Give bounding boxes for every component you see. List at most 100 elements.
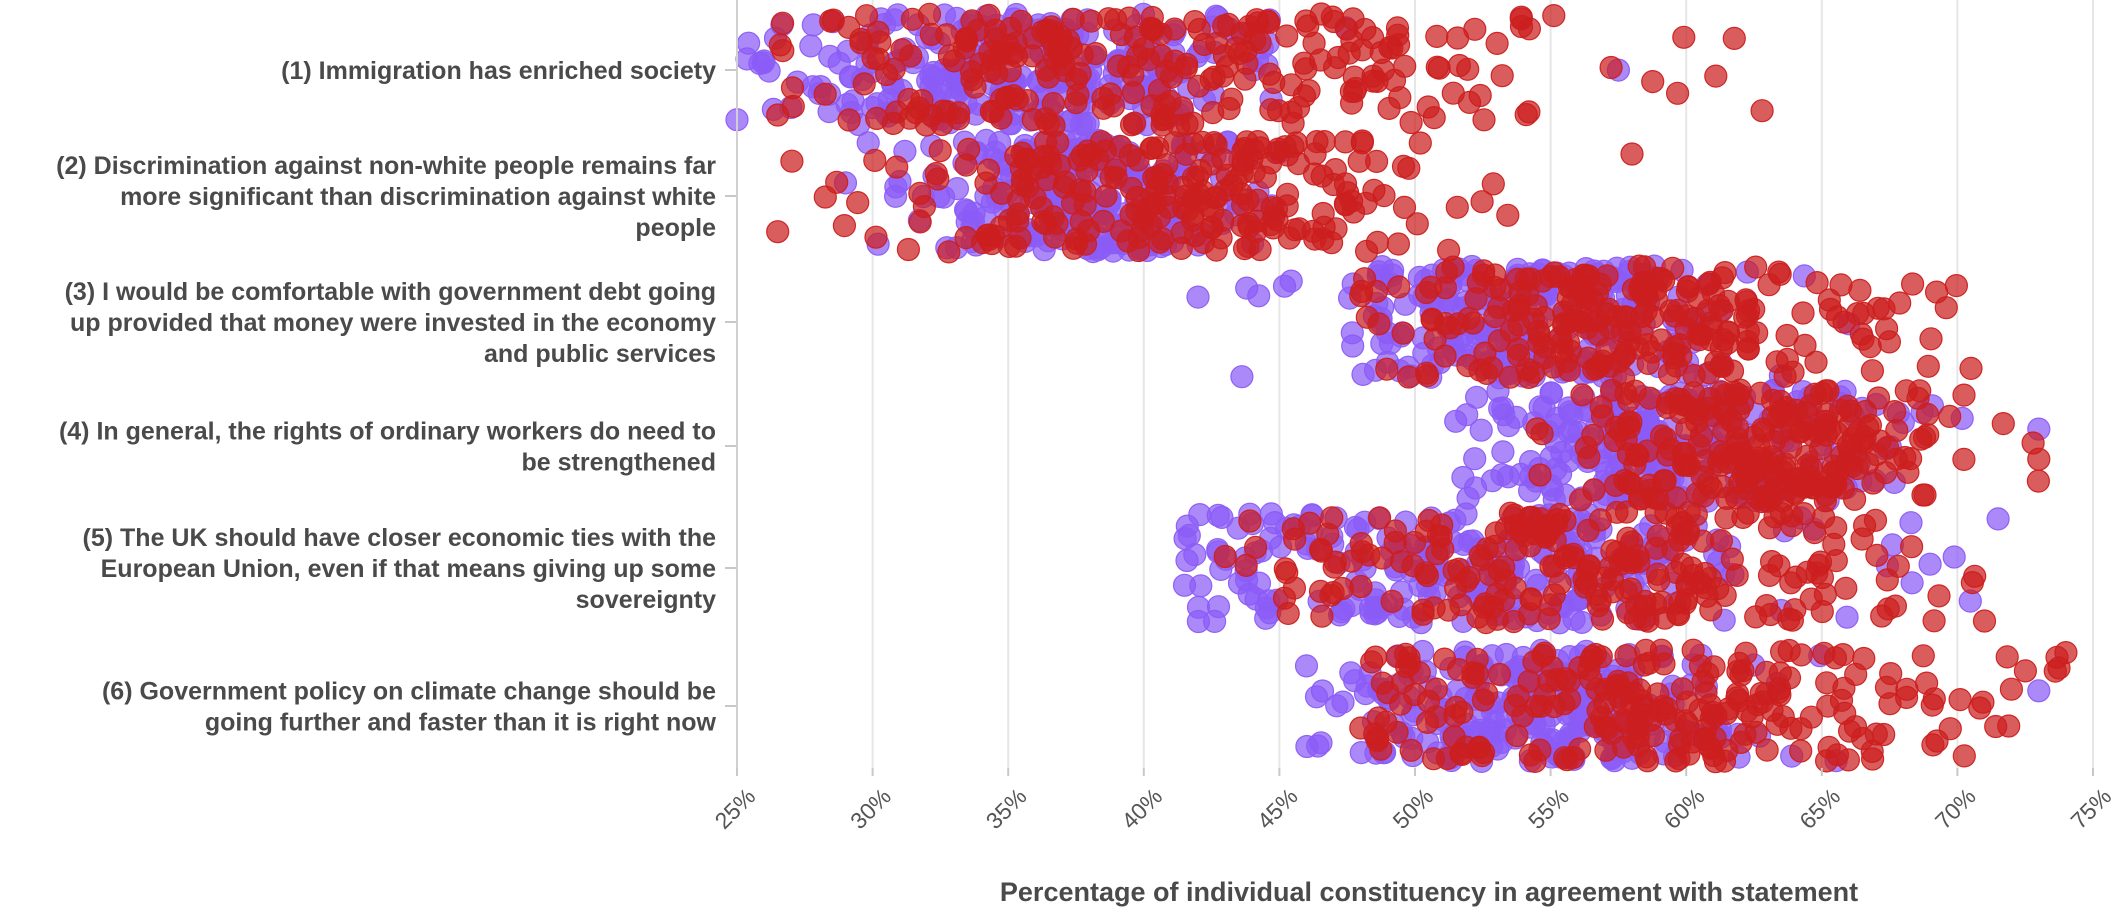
data-point: [1872, 297, 1896, 321]
x-tick-label: 35%: [981, 783, 1032, 834]
data-point: [1672, 25, 1696, 49]
data-point: [1791, 301, 1815, 325]
data-point: [1813, 582, 1838, 606]
data-point: [1175, 198, 1200, 222]
data-point: [1457, 90, 1482, 115]
data-point: [1852, 646, 1876, 671]
data-point: [1557, 358, 1581, 382]
data-point: [1570, 610, 1594, 635]
data-point: [1061, 7, 1085, 31]
data-point: [770, 11, 795, 35]
data-point: [1710, 380, 1734, 404]
data-point: [1483, 275, 1507, 299]
data-point: [1367, 312, 1391, 336]
data-point: [1445, 195, 1469, 219]
data-point: [1894, 685, 1919, 710]
data-point: [1649, 328, 1674, 352]
data-point: [1392, 195, 1417, 219]
data-point: [1620, 142, 1644, 166]
data-point: [1396, 365, 1421, 389]
data-point: [981, 100, 1005, 124]
data-point: [1636, 609, 1660, 633]
data-point: [1264, 197, 1289, 221]
data-point: [1761, 460, 1785, 484]
data-point: [1003, 234, 1028, 258]
data-point: [832, 214, 857, 238]
data-point: [1461, 311, 1485, 335]
data-point: [1779, 435, 1803, 459]
data-point: [1757, 516, 1782, 540]
data-point: [1292, 51, 1316, 75]
data-point: [1009, 9, 1033, 33]
data-point: [1952, 744, 1976, 768]
data-point: [883, 184, 908, 208]
data-point: [1545, 667, 1569, 692]
data-point: [1991, 412, 2015, 436]
data-point: [1420, 308, 1445, 332]
data-point: [1490, 64, 1514, 88]
data-point: [1706, 576, 1730, 601]
data-point: [1163, 49, 1187, 73]
data-point: [1599, 55, 1623, 80]
x-tick-label: 60%: [1659, 783, 1710, 834]
data-point: [1588, 508, 1613, 532]
data-point: [1559, 309, 1584, 333]
data-point: [1473, 341, 1497, 365]
data-point: [1814, 379, 1838, 403]
data-point: [1230, 193, 1255, 217]
data-point: [1539, 381, 1564, 405]
data-point: [1504, 405, 1528, 429]
data-point: [1455, 403, 1479, 427]
data-point: [1925, 729, 1949, 753]
data-point: [1552, 546, 1577, 570]
data-point: [780, 149, 804, 173]
data-point: [1792, 501, 1816, 526]
category-label-line: be strengthened: [522, 449, 716, 477]
data-point: [1363, 645, 1388, 669]
data-point: [1049, 28, 1073, 53]
data-point: [1279, 100, 1303, 124]
data-point: [1496, 203, 1520, 227]
data-point: [864, 225, 888, 249]
data-point: [1586, 594, 1610, 618]
data-point: [1760, 388, 1785, 412]
data-point: [1775, 323, 1799, 348]
data-point: [1276, 601, 1300, 626]
data-point: [1475, 681, 1499, 706]
data-point: [1472, 259, 1496, 283]
data-point: [962, 201, 986, 225]
data-point: [928, 139, 952, 163]
data-point: [942, 49, 966, 73]
data-point: [1657, 362, 1682, 386]
data-point: [1441, 255, 1465, 279]
data-point: [1475, 361, 1499, 385]
data-point: [1279, 73, 1304, 97]
data-point: [1173, 526, 1197, 551]
data-point: [1099, 165, 1123, 189]
data-point: [1035, 168, 1059, 192]
data-point: [1469, 418, 1493, 442]
data-point: [1665, 81, 1690, 105]
data-point: [1213, 544, 1237, 569]
data-point: [1121, 81, 1146, 105]
data-point: [1863, 508, 1888, 532]
data-point: [1266, 137, 1290, 161]
data-point: [926, 167, 950, 191]
category-label: (1) Immigration has enriched society: [281, 57, 716, 85]
data-point: [1729, 730, 1753, 755]
data-point: [1848, 278, 1872, 302]
data-point: [1150, 113, 1174, 137]
data-point: [1670, 677, 1695, 701]
data-point: [1186, 285, 1210, 309]
data-point: [968, 52, 992, 76]
data-point: [1573, 575, 1597, 599]
data-point: [1711, 354, 1735, 378]
data-point: [863, 148, 887, 172]
data-point: [1637, 386, 1662, 410]
data-point: [1408, 131, 1432, 155]
data-point: [1725, 686, 1749, 710]
data-point: [1754, 593, 1779, 618]
data-point: [1836, 433, 1860, 457]
category-label-line: sovereignty: [576, 586, 716, 614]
